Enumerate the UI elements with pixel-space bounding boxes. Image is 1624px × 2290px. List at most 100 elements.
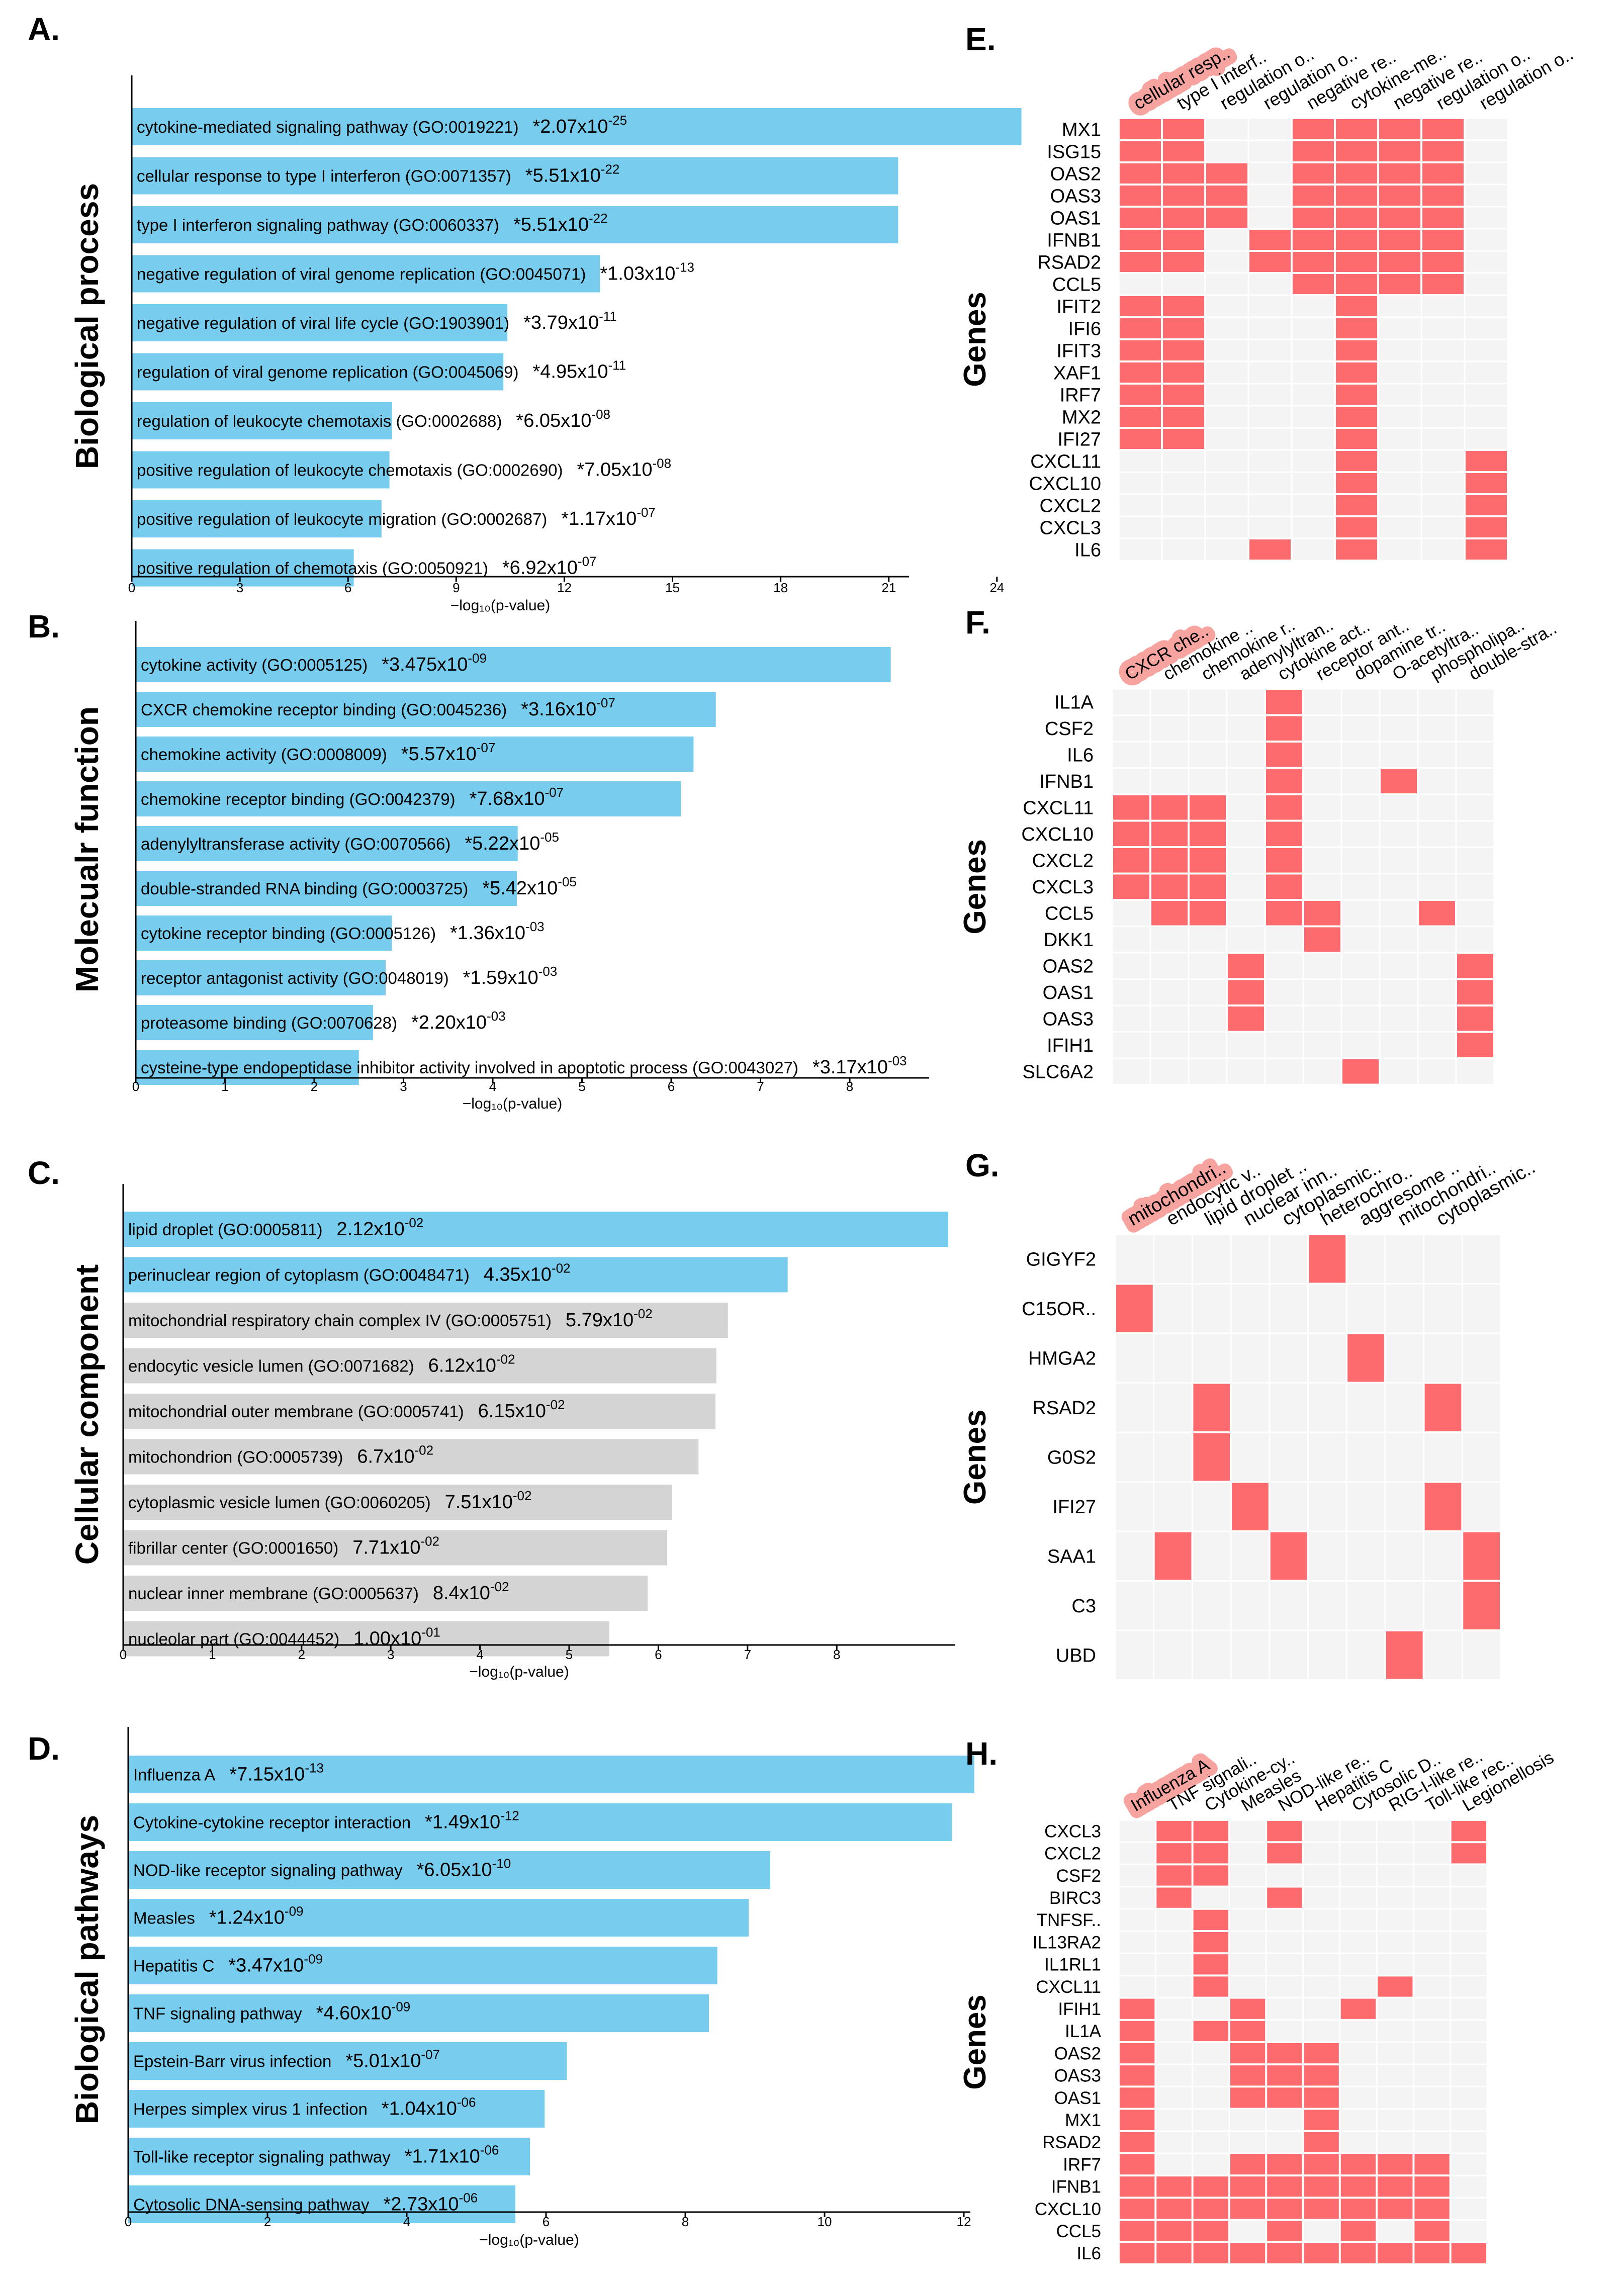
bar-exponent: -02 — [552, 1261, 571, 1276]
row-label: HMGA2 — [1028, 1348, 1096, 1369]
bar-label: adenylyltransferase activity (GO:0070566… — [141, 830, 559, 854]
bar — [132, 206, 898, 243]
heatmap-cell — [1336, 495, 1377, 515]
heatmap-cell — [1378, 2243, 1413, 2263]
heatmap-cell — [1193, 2243, 1228, 2263]
heatmap-cell — [1193, 1909, 1228, 1930]
heatmap-cell — [1304, 2132, 1339, 2152]
heatmap-cell — [1422, 252, 1464, 272]
heatmap-cell — [1386, 1631, 1423, 1679]
bar — [132, 255, 600, 293]
row-label: CXCL3 — [1044, 1821, 1101, 1841]
heatmap-cell — [1120, 2065, 1155, 2086]
bar-label: CXCR chemokine receptor binding (GO:0045… — [141, 695, 615, 720]
row-label: BIRC3 — [1049, 1888, 1101, 1908]
heatmap-cell — [1151, 848, 1188, 873]
heatmap-cell — [1156, 2176, 1192, 2197]
bar-pvalue: *2.07x10 — [532, 116, 608, 137]
heatmap-cell — [1293, 208, 1334, 228]
bar-term: Cytosolic DNA-sensing pathway — [133, 2195, 370, 2214]
heatmap-cell — [1120, 296, 1161, 316]
heatmap-cell — [1120, 407, 1161, 427]
heatmap-cell — [1163, 252, 1204, 272]
bar-pvalue: *7.05x10 — [577, 460, 652, 481]
row-label: CCL5 — [1045, 903, 1094, 925]
bar-exponent: -06 — [459, 2190, 478, 2206]
bar — [123, 1576, 648, 1611]
x-tick-label: 0 — [120, 1647, 127, 1662]
x-tick-label: 5 — [578, 1079, 585, 1094]
bar-pvalue: *3.475x10 — [382, 654, 468, 675]
bar-pvalue: *5.57x10 — [401, 744, 477, 765]
heatmap-cell — [1230, 1998, 1266, 2019]
bar-term: double-stranded RNA binding (GO:0003725) — [141, 879, 468, 898]
bar-term: fibrillar center (GO:0001650) — [128, 1539, 338, 1558]
row-label: ISG15 — [1047, 141, 1101, 162]
row-label: CXCL11 — [1030, 451, 1101, 472]
heatmap-cell — [1193, 2176, 1228, 2197]
heatmap-cell — [1414, 2221, 1450, 2241]
heatmap-cell — [1293, 186, 1334, 206]
bar-term: perinuclear region of cytoplasm (GO:0048… — [128, 1266, 470, 1285]
bar — [123, 1348, 716, 1384]
bar — [128, 1994, 709, 2032]
bar-exponent: -02 — [546, 1397, 565, 1412]
panel-letter: G. — [965, 1147, 1000, 1183]
row-label: IL6 — [1076, 2244, 1101, 2263]
row-label: IFNB1 — [1039, 771, 1094, 792]
heatmap-cell — [1163, 340, 1204, 360]
heatmap-cell — [1206, 186, 1247, 206]
panel-a: A. Biological process cytokine-mediated si… — [28, 11, 1022, 614]
bar-term: Hepatitis C — [133, 1957, 214, 1975]
heatmap-cell — [1206, 208, 1247, 228]
bar-exponent: -07 — [545, 785, 564, 800]
heatmap-cell — [1379, 119, 1420, 139]
heatmap-cell — [1336, 274, 1377, 294]
bar-exponent: -09 — [392, 1999, 411, 2014]
heatmap-cell — [1267, 2065, 1302, 2086]
row-label: RSAD2 — [1037, 252, 1101, 273]
bar-label: lipid droplet (GO:0005811) 2.12x10-02 — [128, 1215, 423, 1240]
heatmap-cell — [1304, 2199, 1339, 2219]
row-label: IRF7 — [1060, 385, 1101, 406]
bar-pvalue: *4.95x10 — [532, 361, 608, 383]
panel-e: E.MX1ISG15OAS2OAS3OAS1IFNB1RSAD2CCL5IFIT… — [958, 21, 1577, 562]
bar — [128, 1756, 974, 1793]
heatmap-cell — [1230, 2087, 1266, 2108]
heatmap-cell — [1379, 208, 1420, 228]
heatmap-cell — [1267, 1821, 1302, 1842]
heatmap-cell — [1116, 1285, 1153, 1332]
heatmap-cell — [1266, 743, 1302, 767]
bar-label: proteasome binding (GO:0070628) *2.20x10-… — [141, 1009, 506, 1033]
heatmap-cell — [1228, 954, 1264, 978]
heatmap-cell — [1424, 1384, 1462, 1431]
heatmap-cell — [1336, 539, 1377, 560]
heatmap-cell — [1304, 2110, 1339, 2130]
x-tick-label: 8 — [682, 2214, 689, 2229]
heatmap-cell — [1120, 318, 1161, 338]
panel-letter: B. — [28, 608, 60, 645]
row-label: IL6 — [1067, 745, 1094, 766]
bar-label: cysteine-type endopeptidase inhibitor ac… — [141, 1053, 907, 1078]
heatmap-cell — [1336, 429, 1377, 449]
heatmap-cell — [1232, 1483, 1269, 1530]
heatmap-cell — [1163, 362, 1204, 383]
heatmap-cell — [1113, 795, 1149, 820]
row-label: IL13RA2 — [1033, 1933, 1101, 1952]
bar — [123, 1212, 948, 1247]
bar — [132, 549, 354, 587]
heatmap-cell — [1422, 163, 1464, 184]
bar-exponent: -12 — [500, 1808, 519, 1823]
heatmap-cell — [1113, 848, 1149, 873]
heatmap-cell — [1466, 539, 1507, 560]
heatmap-cell — [1266, 690, 1302, 714]
bar-label: chemokine receptor binding (GO:0042379) *… — [141, 785, 564, 809]
x-tick-label: 6 — [668, 1079, 675, 1094]
panel-g: G. GIGYF2 C15OR.. HMGA2 RSAD2 G0S2 IFI27 SAA1 C3… — [958, 1147, 1539, 1681]
heatmap-cell — [1266, 901, 1302, 926]
bar-term: cytokine activity (GO:0005125) — [141, 656, 368, 674]
heatmap-cell — [1379, 252, 1420, 272]
row-label: CXCL2 — [1032, 851, 1094, 872]
